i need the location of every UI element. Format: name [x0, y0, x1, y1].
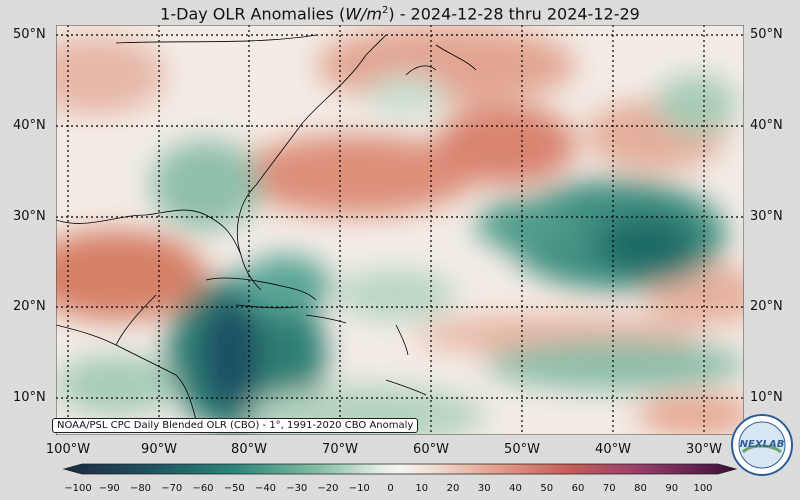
map-title: 1-Day OLR Anomalies (W/m2) - 2024-12-28 … — [160, 4, 640, 24]
coastlines — [56, 34, 477, 421]
lon-label: 50°W — [504, 442, 540, 457]
colorbar-tick-label: −10 — [348, 483, 370, 494]
svg-text:NEXLAB: NEXLAB — [740, 439, 785, 450]
lat-label-right: 20°N — [750, 299, 783, 314]
lat-label-left: 50°N — [13, 27, 46, 42]
colorbar-tick-label: −90 — [98, 483, 120, 494]
graticule — [56, 25, 744, 435]
colorbar-tick-label: 80 — [634, 483, 647, 494]
colorbar-tick-label: 100 — [693, 483, 713, 494]
lat-label-right: 30°N — [750, 209, 783, 224]
colorbar-tick-label: −20 — [317, 483, 339, 494]
colorbar-tick-label: 60 — [571, 483, 585, 494]
olr-anomaly-map — [56, 25, 744, 435]
colorbar-tick-label: 90 — [665, 483, 679, 494]
data-source-credit: NOAA/PSL CPC Daily Blended OLR (CBO) - 1… — [52, 418, 419, 433]
lon-label: 100°W — [45, 442, 91, 457]
lat-label-right: 40°N — [750, 118, 783, 133]
colorbar-tick-label: 40 — [509, 483, 522, 494]
colorbar-tick-label: −30 — [286, 483, 308, 494]
lon-label: 30°W — [686, 442, 722, 457]
colorbar-tick-label: −80 — [129, 483, 152, 494]
colorbar-tick-label: 70 — [602, 483, 616, 494]
lat-label-left: 30°N — [13, 209, 46, 224]
colorbar-tick-label: 20 — [446, 483, 460, 494]
lat-label-left: 20°N — [13, 299, 46, 314]
nexlab-logo: NEXLAB — [731, 414, 793, 476]
colorbar-tick-label: −100 — [64, 483, 92, 494]
colorbar-tick-label: 10 — [415, 483, 429, 494]
lon-label: 80°W — [231, 442, 267, 457]
colorbar-tick-label: 0 — [387, 483, 394, 494]
lat-label-left: 10°N — [13, 390, 46, 405]
colorbar-tick-label: 50 — [540, 483, 554, 494]
lon-label: 60°W — [413, 442, 449, 457]
lat-label-right: 10°N — [750, 390, 783, 405]
colorbar — [62, 463, 738, 475]
lat-label-right: 50°N — [750, 27, 783, 42]
lon-label: 40°W — [595, 442, 631, 457]
colorbar-tick-label: −70 — [161, 483, 183, 494]
lon-label: 90°W — [141, 442, 177, 457]
colorbar-tick-label: −40 — [254, 483, 277, 494]
lon-label: 70°W — [322, 442, 358, 457]
colorbar-tick-label: 30 — [477, 483, 491, 494]
colorbar-tick-label: −50 — [223, 483, 245, 494]
anomaly-field — [56, 25, 744, 435]
lat-label-left: 40°N — [13, 118, 46, 133]
colorbar-tick-label: −60 — [192, 483, 214, 494]
